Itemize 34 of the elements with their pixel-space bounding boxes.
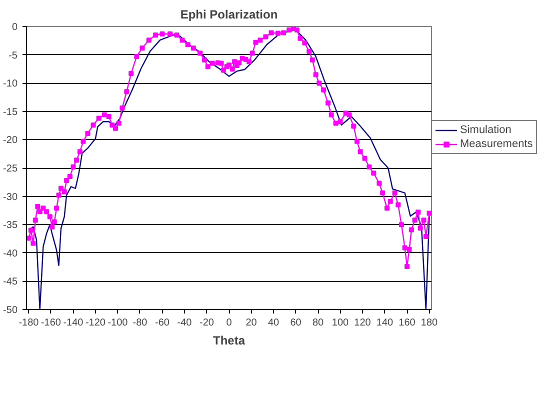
y-tick-label: 0 bbox=[12, 22, 18, 33]
y-tick-label: -45 bbox=[3, 276, 18, 288]
y-tick-label: -5 bbox=[8, 50, 18, 62]
y-tick-label: -40 bbox=[3, 248, 18, 260]
x-tick-label: 140 bbox=[376, 318, 394, 328]
y-tick-label: -25 bbox=[3, 164, 18, 174]
x-tick-label: -180 bbox=[18, 318, 40, 328]
x-tick-label: 60 bbox=[290, 318, 302, 328]
y-tick-label: -35 bbox=[3, 220, 18, 232]
x-tick-label: 100 bbox=[332, 318, 350, 328]
legend-label: Simulation bbox=[460, 124, 512, 136]
x-tick-label: 20 bbox=[246, 318, 258, 328]
x-tick-label: 160 bbox=[398, 318, 416, 328]
x-tick-label: 40 bbox=[268, 318, 280, 328]
x-tick-label: -100 bbox=[108, 318, 128, 328]
x-tick-label: -40 bbox=[177, 318, 192, 328]
x-tick-label: -160 bbox=[40, 318, 62, 328]
chart-title: Ephi Polarization bbox=[180, 8, 278, 22]
y-tick-label: -50 bbox=[3, 305, 18, 316]
y-tick-label: -15 bbox=[3, 106, 18, 118]
x-tick-label: 0 bbox=[226, 318, 232, 328]
x-tick-label: 80 bbox=[312, 318, 324, 328]
y-tick-label: -10 bbox=[3, 78, 18, 90]
y-tick-label: -30 bbox=[3, 192, 18, 203]
legend-label: Measurements bbox=[460, 138, 533, 150]
x-tick-label: -140 bbox=[63, 318, 84, 328]
x-axis-title: Theta bbox=[213, 334, 246, 348]
x-tick-label: -120 bbox=[85, 318, 106, 328]
x-tick-label: -60 bbox=[155, 318, 170, 328]
x-tick-label: 180 bbox=[420, 318, 438, 328]
y-tick-label: -20 bbox=[3, 135, 18, 146]
x-tick-label: 120 bbox=[354, 318, 372, 328]
x-tick-label: -80 bbox=[132, 318, 148, 328]
x-tick-label: -20 bbox=[200, 318, 214, 328]
